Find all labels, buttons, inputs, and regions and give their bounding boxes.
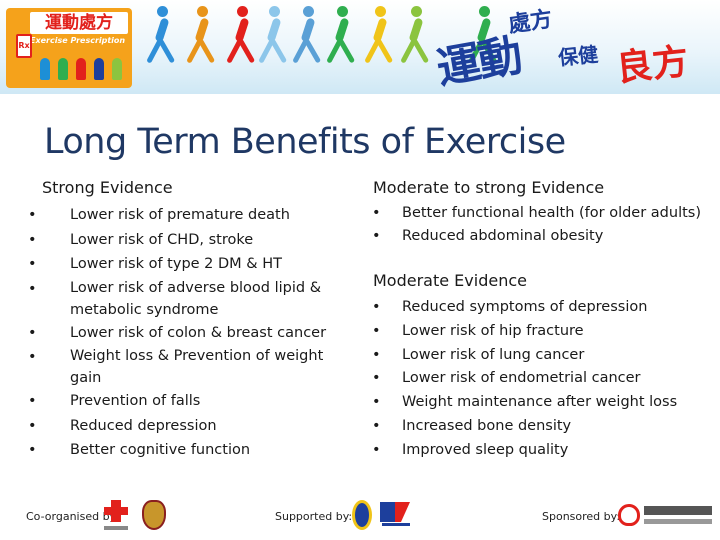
slogan-text: 運動 (432, 30, 525, 94)
runner-silhouette-icon (258, 6, 288, 66)
list-item: Lower risk of premature death (28, 203, 348, 228)
moderate-evidence-heading: Moderate Evidence (373, 271, 527, 290)
runner-figure-icon (40, 58, 50, 80)
list-item: Weight loss & Prevention of weight gain (28, 345, 348, 389)
department-of-health-logo (104, 500, 128, 532)
moderate-evidence-list: Reduced symptoms of depression Lower ris… (372, 296, 712, 463)
pfa-logo (380, 500, 412, 528)
runner-figure-icon (76, 58, 86, 80)
list-item: Prevention of falls (28, 389, 348, 414)
list-item: Lower risk of hip fracture (372, 320, 712, 344)
strong-evidence-heading: Strong Evidence (42, 178, 173, 197)
co-organised-label: Co-organised by: (26, 510, 119, 523)
runner-silhouette-icon (186, 6, 216, 66)
runner-silhouette-icon (326, 6, 356, 66)
runner-figure-icon (94, 58, 104, 80)
sponsor-logo (644, 504, 714, 528)
exercise-prescription-logo: 運動處方 Exercise Prescription Rx (6, 8, 132, 88)
list-item: Lower risk of colon & breast cancer (28, 321, 348, 346)
sponsored-label: Sponsored by: (542, 510, 621, 523)
slogan-text: 良方 (614, 41, 691, 90)
list-item: Lower risk of adverse blood lipid & meta… (28, 277, 348, 321)
list-item: Lower risk of lung cancer (372, 344, 712, 368)
list-item: Lower risk of CHD, stroke (28, 228, 348, 253)
list-item: Reduced depression (28, 414, 348, 439)
list-item: Lower risk of endometrial cancer (372, 367, 712, 391)
runner-silhouette-icon (468, 6, 498, 66)
runner-silhouette-icon (146, 6, 176, 66)
moderate-strong-list: Better functional health (for older adul… (372, 203, 702, 246)
list-item: Weight maintenance after weight loss (372, 391, 712, 415)
list-item: Better functional health (for older adul… (372, 203, 702, 223)
heart-icon (618, 504, 640, 526)
list-item: Reduced abdominal obesity (372, 226, 702, 246)
moderate-strong-heading: Moderate to strong Evidence (373, 178, 605, 197)
runner-silhouette-icon (226, 6, 256, 66)
association-logo (352, 500, 372, 530)
slogan-text: 保健 (557, 41, 600, 71)
supported-label: Supported by: (275, 510, 353, 523)
header-banner: 運動處方 Exercise Prescription Rx (0, 0, 720, 94)
runner-figure-icon (112, 58, 122, 80)
list-item: Lower risk of type 2 DM & HT (28, 252, 348, 277)
prescription-icon: Rx (16, 34, 32, 58)
runner-silhouette-icon (400, 6, 430, 66)
strong-evidence-list: Lower risk of premature death Lower risk… (28, 203, 348, 463)
list-item: Increased bone density (372, 415, 712, 439)
list-item: Better cognitive function (28, 438, 348, 463)
runner-silhouette-icon (292, 6, 322, 66)
list-item: Improved sleep quality (372, 439, 712, 463)
logo-title: 運動處方 (30, 12, 128, 34)
list-item: Reduced symptoms of depression (372, 296, 712, 320)
slide-title: Long Term Benefits of Exercise (44, 122, 566, 162)
runner-figure-icon (58, 58, 68, 80)
logo-subtitle: Exercise Prescription (30, 36, 126, 45)
runner-silhouette-icon (364, 6, 394, 66)
crest-logo (142, 500, 166, 530)
